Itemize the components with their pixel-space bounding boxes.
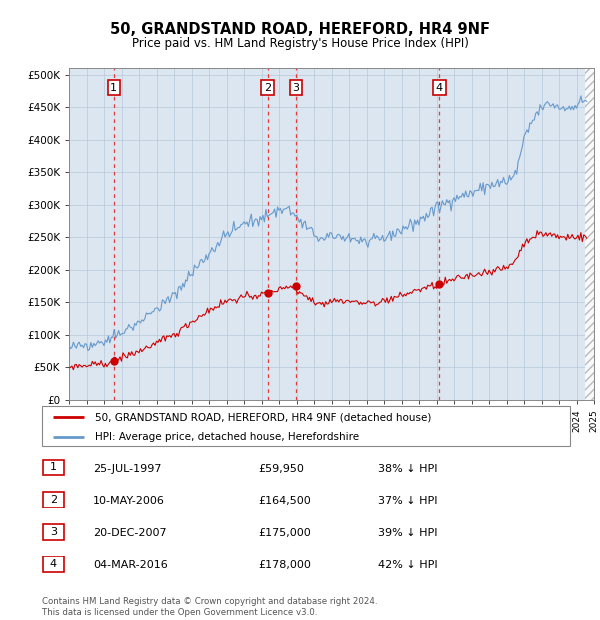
Text: 10-MAY-2006: 10-MAY-2006 — [93, 496, 165, 506]
FancyBboxPatch shape — [43, 492, 64, 508]
Text: 50, GRANDSTAND ROAD, HEREFORD, HR4 9NF (detached house): 50, GRANDSTAND ROAD, HEREFORD, HR4 9NF (… — [95, 412, 431, 422]
Text: £175,000: £175,000 — [258, 528, 311, 538]
Text: 2: 2 — [264, 82, 271, 93]
Bar — [585, 68, 594, 400]
Text: 2: 2 — [50, 495, 57, 505]
Text: £164,500: £164,500 — [258, 496, 311, 506]
Text: 25-JUL-1997: 25-JUL-1997 — [93, 464, 161, 474]
FancyBboxPatch shape — [43, 524, 64, 540]
Text: HPI: Average price, detached house, Herefordshire: HPI: Average price, detached house, Here… — [95, 432, 359, 441]
Text: 39% ↓ HPI: 39% ↓ HPI — [378, 528, 437, 538]
Text: 38% ↓ HPI: 38% ↓ HPI — [378, 464, 437, 474]
FancyBboxPatch shape — [43, 459, 64, 476]
Text: 3: 3 — [292, 82, 299, 93]
Text: Contains HM Land Registry data © Crown copyright and database right 2024.
This d: Contains HM Land Registry data © Crown c… — [42, 598, 377, 617]
FancyBboxPatch shape — [43, 556, 64, 572]
Text: 3: 3 — [50, 527, 57, 537]
Text: 42% ↓ HPI: 42% ↓ HPI — [378, 560, 437, 570]
Text: 50, GRANDSTAND ROAD, HEREFORD, HR4 9NF: 50, GRANDSTAND ROAD, HEREFORD, HR4 9NF — [110, 22, 490, 37]
Text: 37% ↓ HPI: 37% ↓ HPI — [378, 496, 437, 506]
Text: 4: 4 — [50, 559, 57, 569]
Text: £178,000: £178,000 — [258, 560, 311, 570]
FancyBboxPatch shape — [42, 406, 570, 446]
Text: 20-DEC-2007: 20-DEC-2007 — [93, 528, 167, 538]
Text: 04-MAR-2016: 04-MAR-2016 — [93, 560, 168, 570]
Text: 1: 1 — [110, 82, 117, 93]
Text: £59,950: £59,950 — [258, 464, 304, 474]
Text: Price paid vs. HM Land Registry's House Price Index (HPI): Price paid vs. HM Land Registry's House … — [131, 37, 469, 50]
Text: 1: 1 — [50, 463, 57, 472]
Text: 4: 4 — [436, 82, 443, 93]
